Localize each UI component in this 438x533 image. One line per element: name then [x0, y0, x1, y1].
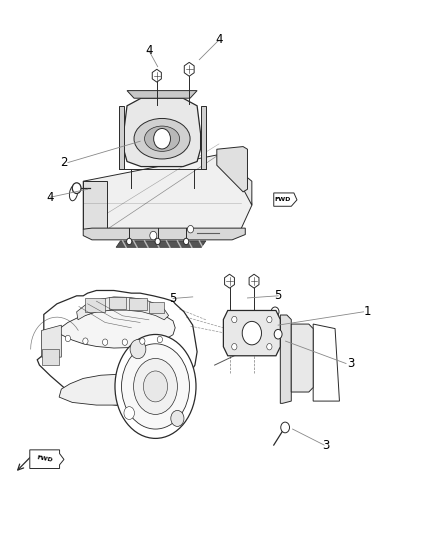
- Text: FWD: FWD: [36, 455, 53, 463]
- Circle shape: [155, 238, 160, 245]
- Polygon shape: [77, 297, 169, 320]
- Circle shape: [267, 344, 272, 350]
- Bar: [109, 297, 126, 309]
- Text: FWD: FWD: [274, 197, 291, 203]
- Polygon shape: [274, 193, 297, 206]
- Ellipse shape: [115, 335, 196, 438]
- Ellipse shape: [134, 118, 190, 159]
- Text: 1: 1: [364, 305, 372, 318]
- Polygon shape: [152, 69, 161, 82]
- Text: 4: 4: [46, 191, 54, 204]
- Bar: [149, 302, 164, 313]
- Circle shape: [171, 410, 184, 426]
- Text: 5: 5: [170, 292, 177, 305]
- Ellipse shape: [134, 358, 177, 415]
- Circle shape: [267, 316, 272, 322]
- Circle shape: [65, 335, 71, 342]
- Polygon shape: [119, 106, 124, 169]
- Polygon shape: [219, 155, 252, 205]
- Polygon shape: [201, 106, 205, 169]
- Circle shape: [187, 225, 194, 233]
- Polygon shape: [59, 374, 166, 405]
- Polygon shape: [280, 315, 291, 403]
- Polygon shape: [249, 274, 259, 288]
- Text: 3: 3: [323, 439, 330, 451]
- Polygon shape: [291, 324, 313, 392]
- Text: 5: 5: [275, 289, 282, 302]
- Ellipse shape: [145, 126, 180, 151]
- Circle shape: [72, 183, 81, 193]
- Text: 3: 3: [347, 357, 354, 370]
- Circle shape: [150, 231, 157, 240]
- Polygon shape: [83, 228, 245, 240]
- Polygon shape: [57, 309, 175, 348]
- Circle shape: [140, 338, 145, 344]
- Circle shape: [154, 128, 170, 149]
- Polygon shape: [83, 155, 252, 229]
- Circle shape: [281, 422, 290, 433]
- Polygon shape: [225, 274, 234, 288]
- Circle shape: [157, 336, 162, 343]
- Polygon shape: [223, 310, 280, 356]
- Ellipse shape: [143, 371, 167, 402]
- Circle shape: [242, 321, 261, 345]
- Circle shape: [274, 329, 282, 339]
- Circle shape: [271, 307, 279, 317]
- Polygon shape: [83, 181, 107, 229]
- Circle shape: [232, 344, 237, 350]
- Circle shape: [184, 238, 189, 245]
- Polygon shape: [184, 62, 194, 76]
- Circle shape: [130, 340, 146, 359]
- Circle shape: [83, 338, 88, 344]
- Text: 2: 2: [60, 156, 67, 169]
- Polygon shape: [116, 241, 206, 247]
- Circle shape: [122, 339, 127, 345]
- Polygon shape: [37, 290, 197, 405]
- Polygon shape: [30, 450, 64, 469]
- Bar: [85, 298, 105, 312]
- Bar: [129, 298, 147, 310]
- Circle shape: [102, 339, 108, 345]
- Polygon shape: [313, 324, 339, 401]
- Circle shape: [127, 238, 132, 245]
- Polygon shape: [124, 98, 201, 166]
- Polygon shape: [127, 91, 197, 98]
- Polygon shape: [217, 147, 247, 192]
- Circle shape: [232, 316, 237, 322]
- Ellipse shape: [69, 185, 78, 201]
- Bar: [42, 349, 59, 365]
- Text: 4: 4: [215, 34, 223, 46]
- Text: 4: 4: [145, 44, 153, 57]
- Polygon shape: [42, 325, 61, 357]
- Circle shape: [124, 407, 134, 419]
- Ellipse shape: [121, 344, 189, 429]
